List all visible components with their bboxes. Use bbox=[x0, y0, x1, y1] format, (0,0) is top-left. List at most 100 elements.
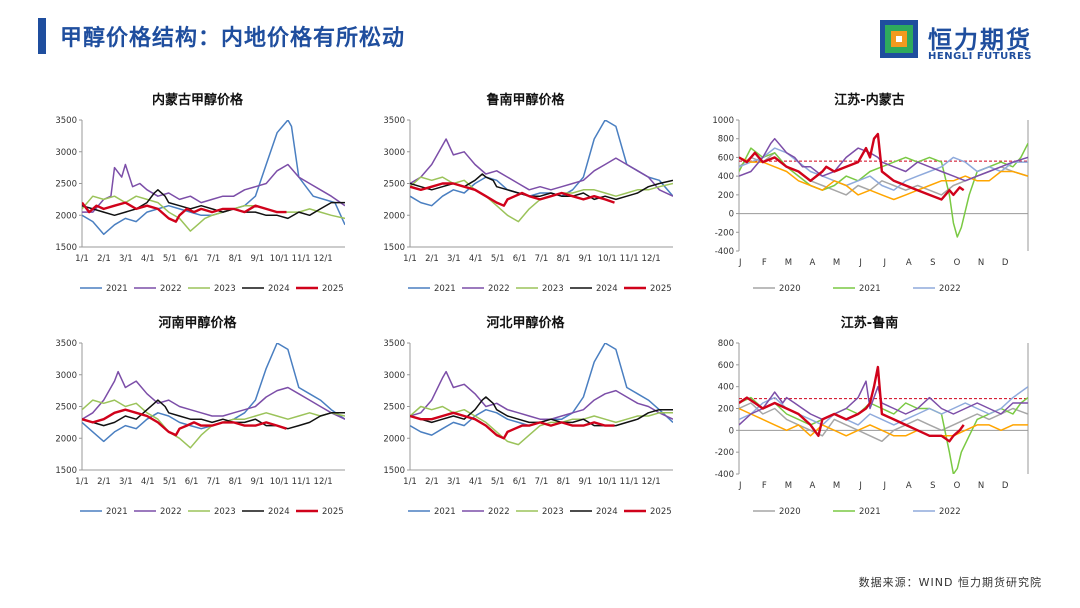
y-tick-label: 1500 bbox=[383, 243, 405, 253]
x-tick-label: 2/1 bbox=[97, 477, 111, 487]
legend-label-2023: 2023 bbox=[214, 507, 236, 517]
series-line-purple bbox=[739, 137, 1028, 182]
legend-label-2020: 2020 bbox=[779, 284, 801, 294]
y-tick-label: 3500 bbox=[55, 339, 77, 349]
y-tick-label: 2000 bbox=[55, 434, 77, 444]
x-tick-label: F bbox=[762, 481, 767, 491]
x-tick-label: 11/1 bbox=[620, 477, 639, 487]
y-tick-label: -400 bbox=[715, 247, 734, 257]
y-tick-label: -200 bbox=[715, 448, 734, 458]
x-tick-label: A bbox=[906, 258, 912, 268]
x-tick-label: 8/1 bbox=[557, 477, 571, 487]
series-line-2023 bbox=[410, 405, 673, 446]
series-line-2024 bbox=[82, 189, 345, 220]
series-line-2022 bbox=[82, 163, 345, 213]
series-line-orange bbox=[739, 156, 1028, 201]
x-tick-label: 5/1 bbox=[491, 477, 505, 487]
y-tick-label: 2500 bbox=[55, 403, 77, 413]
x-tick-label: 5/1 bbox=[163, 254, 177, 264]
x-tick-label: A bbox=[906, 481, 912, 491]
x-tick-label: 7/1 bbox=[535, 477, 549, 487]
logo-text-cn: 恒力期货 bbox=[928, 26, 1032, 54]
x-tick-label: D bbox=[1002, 481, 1009, 491]
legend-label-2024: 2024 bbox=[268, 507, 290, 517]
y-tick-label: 3000 bbox=[383, 148, 405, 158]
x-tick-label: 3/1 bbox=[447, 477, 461, 487]
x-tick-label: S bbox=[930, 258, 935, 268]
chart-title: 江苏-内蒙古 bbox=[834, 92, 904, 108]
x-tick-label: F bbox=[762, 258, 767, 268]
x-tick-label: N bbox=[978, 481, 984, 491]
y-tick-label: 200 bbox=[718, 191, 734, 201]
x-tick-label: 4/1 bbox=[469, 254, 483, 264]
legend-label-2022: 2022 bbox=[160, 284, 182, 294]
x-tick-label: 5/1 bbox=[163, 477, 177, 487]
series-line-red bbox=[739, 132, 965, 201]
legend-label-2022: 2022 bbox=[488, 284, 510, 294]
chart-neimenggu-price: 内蒙古甲醇价格 1500 2000 2500 3000 3500 1/1 2/1 3/1 4/1 5… bbox=[55, 92, 345, 294]
legend-label-2021: 2021 bbox=[106, 284, 128, 294]
x-tick-label: 2/1 bbox=[425, 477, 439, 487]
series-line-2020 bbox=[739, 402, 1028, 443]
x-tick-label: 12/1 bbox=[642, 477, 661, 487]
y-tick-label: 200 bbox=[718, 405, 734, 415]
x-tick-label: 6/1 bbox=[185, 254, 199, 264]
y-tick-label: 2500 bbox=[55, 180, 77, 190]
legend-label-2025: 2025 bbox=[322, 507, 344, 517]
x-tick-label: M bbox=[833, 481, 840, 491]
series-line-2024 bbox=[410, 396, 673, 427]
x-tick-label: 2/1 bbox=[97, 254, 111, 264]
chart-hebei-price: 河北甲醇价格 1500 2000 2500 3000 3500 1/1 2/1 3/1 4/1 5/… bbox=[383, 315, 673, 517]
y-tick-label: 3000 bbox=[55, 371, 77, 381]
y-tick-label: 2000 bbox=[55, 211, 77, 221]
x-tick-label: 1/1 bbox=[75, 477, 89, 487]
x-tick-label: 11/1 bbox=[292, 477, 311, 487]
chart-jiangsu-neimenggu-spread: 江苏-内蒙古 -400 -200 0 200 400 600 800 1000 J F M A M J J A S… bbox=[712, 92, 1029, 294]
x-tick-label: 11/1 bbox=[620, 254, 639, 264]
x-tick-label: 8/1 bbox=[229, 254, 243, 264]
x-tick-label: D bbox=[1002, 258, 1009, 268]
y-tick-label: 2500 bbox=[383, 180, 405, 190]
x-tick-label: S bbox=[930, 481, 935, 491]
x-tick-label: 12/1 bbox=[314, 254, 333, 264]
legend-label-2024: 2024 bbox=[596, 284, 618, 294]
x-tick-label: 7/1 bbox=[207, 254, 221, 264]
y-tick-label: 600 bbox=[718, 361, 734, 371]
x-tick-label: 7/1 bbox=[207, 477, 221, 487]
series-line-2021 bbox=[739, 143, 1028, 238]
x-tick-label: M bbox=[785, 481, 792, 491]
legend-label-2023: 2023 bbox=[542, 284, 564, 294]
x-tick-label: A bbox=[810, 258, 816, 268]
legend-label-2020: 2020 bbox=[779, 507, 801, 517]
chart-title: 河南甲醇价格 bbox=[158, 315, 237, 331]
x-tick-label: 4/1 bbox=[469, 477, 483, 487]
legend-label-2025: 2025 bbox=[322, 284, 344, 294]
data-source-note: 数据来源：WIND 恒力期货研究院 bbox=[858, 576, 1042, 589]
chart-title: 鲁南甲醇价格 bbox=[486, 92, 565, 108]
x-tick-label: 8/1 bbox=[229, 477, 243, 487]
legend-label-2023: 2023 bbox=[542, 507, 564, 517]
series-line-2025 bbox=[410, 182, 615, 207]
series-line-orange bbox=[739, 407, 1028, 437]
x-tick-label: 3/1 bbox=[119, 477, 133, 487]
y-tick-label: 1000 bbox=[712, 116, 734, 126]
x-tick-label: M bbox=[785, 258, 792, 268]
legend-label-2022: 2022 bbox=[488, 507, 510, 517]
x-tick-label: 12/1 bbox=[642, 254, 661, 264]
y-tick-label: 2000 bbox=[383, 434, 405, 444]
x-tick-label: 9/1 bbox=[250, 254, 264, 264]
x-tick-label: J bbox=[858, 258, 862, 268]
legend-label-2021: 2021 bbox=[859, 284, 881, 294]
x-tick-label: M bbox=[833, 258, 840, 268]
series-line-2022 bbox=[82, 370, 345, 420]
legend-label-2025: 2025 bbox=[650, 507, 672, 517]
series-line-2021 bbox=[410, 120, 673, 207]
logo-mark-icon bbox=[880, 20, 918, 58]
y-tick-label: 0 bbox=[729, 426, 734, 436]
chart-jiangsu-lunan-spread: 江苏-鲁南 -400 -200 0 200 400 600 800 J F M A M J J A S O N D 20… bbox=[715, 315, 1029, 517]
x-tick-label: 8/1 bbox=[557, 254, 571, 264]
y-tick-label: 1500 bbox=[55, 243, 77, 253]
x-tick-label: 1/1 bbox=[403, 254, 417, 264]
legend-label-2024: 2024 bbox=[596, 507, 618, 517]
series-line-2022 bbox=[410, 138, 673, 197]
